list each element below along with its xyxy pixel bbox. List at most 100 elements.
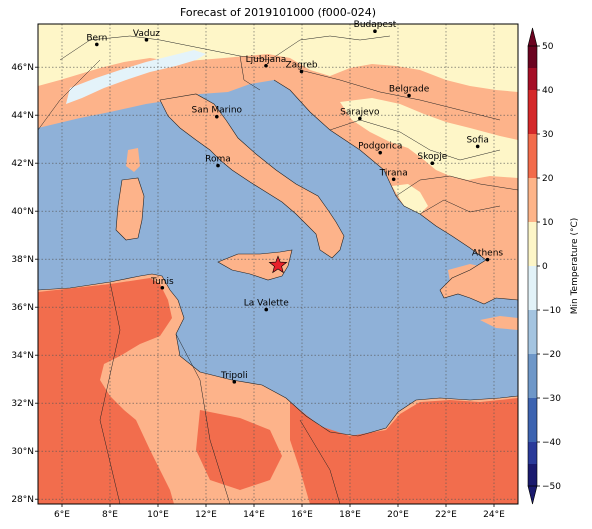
city-label: Sarajevo bbox=[340, 108, 380, 118]
cold-region-alps bbox=[66, 50, 206, 104]
city-dot bbox=[407, 93, 411, 98]
gridlines bbox=[38, 24, 518, 504]
x-tick-label: 24°E bbox=[483, 510, 505, 520]
city-dot bbox=[378, 150, 383, 155]
x-tick-label: 6°E bbox=[54, 510, 70, 520]
city-label: Budapest bbox=[354, 20, 397, 30]
colorbar-bin bbox=[528, 134, 537, 178]
city-dot bbox=[264, 307, 269, 312]
y-tick-label: 30°N bbox=[11, 447, 34, 457]
city-dot bbox=[430, 161, 435, 165]
x-tick-label: 16°E bbox=[291, 510, 313, 520]
city-label: Vaduz bbox=[133, 29, 160, 39]
y-tick-label: 34°N bbox=[11, 351, 34, 361]
colorbar-tick-label: 0 bbox=[542, 262, 548, 272]
warm-region-east bbox=[290, 398, 518, 504]
y-axis: 28°N 30°N 32°N 34°N 36°N 38°N 40°N 42°N 44°N 46°N bbox=[11, 63, 38, 505]
peloponnese-land bbox=[448, 264, 500, 296]
coastline-italy bbox=[159, 93, 345, 259]
city-dot bbox=[373, 29, 377, 33]
y-tick-label: 40°N bbox=[11, 207, 34, 217]
city-label: Athens bbox=[472, 249, 503, 259]
colorbar-extend-max bbox=[527, 27, 538, 47]
x-tick-label: 20°E bbox=[387, 510, 409, 520]
y-tick-label: 32°N bbox=[11, 399, 34, 409]
map-title: Forecast of 2019101000 (f000-024) bbox=[179, 6, 377, 19]
colorbar-extend-min bbox=[527, 485, 538, 505]
cool-region-north bbox=[38, 24, 518, 92]
cool-region-balkans bbox=[340, 98, 518, 180]
city-label: Ljubljana bbox=[246, 55, 287, 65]
city-dot bbox=[95, 42, 99, 47]
warm-region-africa bbox=[38, 278, 174, 504]
colorbar-bin bbox=[528, 90, 537, 134]
colorbar-bin bbox=[528, 68, 537, 90]
city-dot bbox=[216, 163, 220, 168]
city-label: Zagreb bbox=[285, 61, 317, 71]
sicily-land bbox=[218, 250, 292, 280]
colorbar-tick-label: −20 bbox=[542, 350, 561, 360]
colorbar-label: Min Temperature (°C) bbox=[570, 218, 580, 315]
city-dot bbox=[358, 116, 362, 121]
city-label: Podgorica bbox=[358, 142, 402, 152]
city-dot bbox=[144, 38, 149, 42]
colorbar-tick-label: −40 bbox=[542, 438, 561, 448]
city-dot bbox=[232, 380, 237, 384]
colorbar-tick-label: −50 bbox=[542, 482, 561, 492]
colorbar-tick-label: 50 bbox=[542, 42, 554, 52]
colorbar-bin bbox=[528, 464, 537, 486]
x-tick-label: 14°E bbox=[243, 510, 265, 520]
city-label: Bern bbox=[86, 33, 107, 43]
city-label: Sofia bbox=[466, 135, 488, 145]
city-dot bbox=[485, 257, 490, 262]
coastline-balkans bbox=[273, 79, 518, 305]
y-tick-label: 44°N bbox=[11, 111, 34, 121]
colorbar-tick-label: 10 bbox=[542, 218, 554, 228]
colorbar-tick-label: −30 bbox=[542, 394, 561, 404]
coastline-sicily bbox=[217, 249, 293, 281]
coastline-africa bbox=[38, 273, 518, 437]
city-label: Roma bbox=[205, 155, 231, 165]
x-tick-label: 10°E bbox=[147, 510, 169, 520]
city-label: Tirana bbox=[379, 168, 408, 178]
city-label: San Marino bbox=[192, 106, 243, 116]
city-dot bbox=[391, 177, 396, 182]
y-tick-label: 28°N bbox=[11, 495, 34, 505]
y-tick-label: 42°N bbox=[11, 159, 34, 169]
star-marker bbox=[268, 255, 288, 274]
y-tick-label: 36°N bbox=[11, 303, 34, 313]
colorbar-tick-label: 30 bbox=[542, 130, 554, 140]
city-label: Tripoli bbox=[220, 371, 248, 381]
city-dot bbox=[264, 63, 268, 68]
colorbar-tick-label: 40 bbox=[542, 86, 554, 96]
colorbar: 50 40 30 20 10 0 −10 −20 −30 −40 −50 bbox=[527, 27, 561, 505]
colorbar-bin bbox=[528, 310, 537, 354]
colorbar-bin bbox=[528, 222, 537, 266]
colorbar-bin bbox=[528, 398, 537, 442]
coastline-sardinia bbox=[115, 177, 145, 241]
y-tick-label: 46°N bbox=[11, 63, 34, 73]
city-label: Belgrade bbox=[389, 85, 430, 95]
colorbar-bin bbox=[528, 442, 537, 464]
x-tick-label: 18°E bbox=[339, 510, 361, 520]
colorbar-bin bbox=[528, 46, 537, 68]
x-tick-label: 8°E bbox=[102, 510, 118, 520]
x-axis: 6°E 8°E 10°E 12°E 14°E 16°E 18°E 20°E 22°E 24°E bbox=[54, 504, 505, 520]
colorbar-bin bbox=[528, 354, 537, 398]
italy-land bbox=[160, 94, 344, 258]
cool-region-dinaric bbox=[392, 184, 428, 214]
sardinia-land bbox=[116, 178, 144, 240]
x-tick-label: 12°E bbox=[195, 510, 217, 520]
corsica-land bbox=[126, 148, 140, 172]
colorbar-tick-label: 20 bbox=[542, 174, 554, 184]
colorbar-tick-label: −10 bbox=[542, 306, 561, 316]
city-dot bbox=[475, 144, 480, 149]
location-marker bbox=[268, 255, 288, 274]
city-dot bbox=[160, 285, 165, 290]
city-label: Skopje bbox=[417, 152, 447, 162]
x-tick-label: 22°E bbox=[435, 510, 457, 520]
crete-land bbox=[480, 316, 518, 330]
city-dot bbox=[215, 114, 219, 119]
